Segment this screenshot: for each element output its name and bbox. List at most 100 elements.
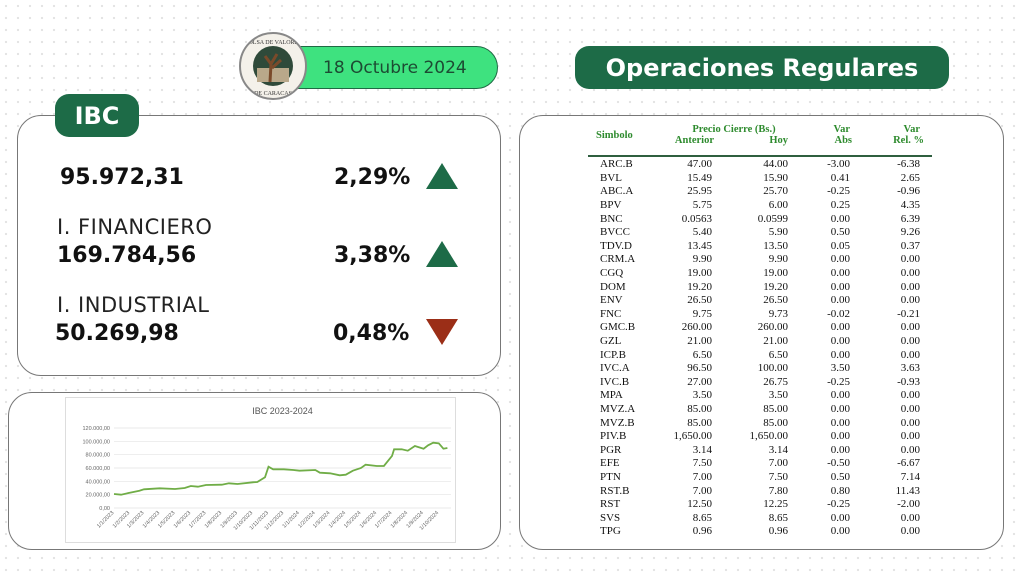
cell-rel: 0.00 [900,335,920,348]
cell-sym: TPG [600,525,621,538]
cell-today: 8.65 [768,511,788,524]
cell-rel: 2.65 [900,171,920,184]
table-row: MVZ.A 85.00 85.00 0.00 0.00 [588,403,924,417]
bolsa-de-valores-logo: BOLSA DE VALORES DE CARACAS [239,32,307,100]
cell-prev: 85.00 [687,402,712,415]
cell-rel: 0.00 [900,430,920,443]
table-row: ABC.A 25.95 25.70 -0.25 -0.96 [588,185,924,199]
cell-today: 7.00 [768,457,788,470]
cell-abs: 0.05 [830,239,850,252]
cell-abs: 0.00 [830,280,850,293]
y-tick-label: 100.000,00 [82,439,110,445]
cell-abs: 0.00 [830,525,850,538]
cell-today: 7.50 [768,470,788,483]
operations-table: Simbolo Precio Cierre (Bs.) Var Var Ante… [588,124,924,539]
y-tick-label: 40.000,00 [86,479,110,485]
cell-sym: IVC.A [600,362,630,375]
cell-sym: RST [600,498,621,511]
cell-today: 15.90 [763,171,788,184]
industrial-change: 0,48% [333,321,410,346]
table-row: CRM.A 9.90 9.90 0.00 0.00 [588,253,924,267]
cell-rel: -2.00 [897,498,920,511]
cell-rel: 0.00 [900,389,920,402]
cell-prev: 19.00 [687,267,712,280]
cell-rel: -0.96 [897,185,920,198]
cell-rel: 9.26 [900,226,920,239]
cell-rel: -0.93 [897,375,920,388]
cell-today: 0.0599 [757,212,788,225]
cell-rel: 0.00 [900,402,920,415]
cell-rel: 0.00 [900,525,920,538]
date-badge: 18 Octubre 2024 [292,46,498,89]
cell-abs: -0.02 [827,307,850,320]
cell-today: 19.20 [763,280,788,293]
industrial-value: 50.269,98 [55,321,179,346]
table-row: TPG 0.96 0.96 0.00 0.00 [588,525,924,539]
cell-sym: DOM [600,280,626,293]
cell-abs: 0.50 [830,226,850,239]
cell-today: 260.00 [757,321,788,334]
cell-today: 19.00 [763,267,788,280]
cell-today: 1,650.00 [749,430,789,443]
cell-sym: MPA [600,389,623,402]
operations-table-panel [519,115,1004,550]
cell-abs: 0.00 [830,511,850,524]
cell-abs: 0.00 [830,321,850,334]
svg-text:DE CARACAS: DE CARACAS [254,91,292,97]
financiero-value: 169.784,56 [57,243,197,268]
cell-sym: PGR [600,443,622,456]
table-row: SVS 8.65 8.65 0.00 0.00 [588,511,924,525]
cell-prev: 25.95 [687,185,712,198]
ibc-chart: IBC 2023-2024 0,00 20.000,00 40.000,00 60.00… [65,397,456,543]
cell-sym: CGQ [600,267,624,280]
table-row: FNC 9.75 9.73 -0.02 -0.21 [588,308,924,322]
cell-sym: FNC [600,307,622,320]
header-divider [588,155,932,157]
table-row: PTN 7.00 7.50 0.50 7.14 [588,471,924,485]
cell-prev: 9.75 [692,307,712,320]
cell-sym: MVZ.A [600,402,636,415]
cell-today: 44.00 [763,158,788,171]
table-row: BNC 0.0563 0.0599 0.00 6.39 [588,212,924,226]
cell-today: 3.14 [768,443,788,456]
cell-rel: 0.00 [900,348,920,361]
cell-abs: 0.00 [830,212,850,225]
cell-today: 9.73 [768,307,788,320]
cell-prev: 7.00 [692,484,712,497]
cell-rel: 0.00 [900,294,920,307]
table-row: ARC.B 47.00 44.00 -3.00 -6.38 [588,158,924,172]
cell-today: 26.75 [763,375,788,388]
cell-abs: 0.00 [830,253,850,266]
cell-rel: 0.00 [900,280,920,293]
col-var-rel: Var [903,124,920,135]
cell-prev: 3.50 [692,389,712,402]
cell-sym: BPV [600,199,622,212]
cell-rel: 0.37 [900,239,920,252]
cell-today: 9.90 [768,253,788,266]
table-row: DOM 19.20 19.20 0.00 0.00 [588,280,924,294]
y-tick-label: 60.000,00 [86,466,110,472]
cell-rel: -6.67 [897,457,920,470]
cell-rel: 11.43 [895,484,920,497]
table-row: BPV 5.75 6.00 0.25 4.35 [588,199,924,213]
cell-sym: SVS [600,511,621,524]
cell-sym: ARC.B [600,158,633,171]
table-row: MVZ.B 85.00 85.00 0.00 0.00 [588,416,924,430]
col-var-abs-2: Abs [834,135,852,146]
cell-rel: -6.38 [897,158,920,171]
cell-abs: 0.00 [830,267,850,280]
cell-rel: -0.21 [897,307,920,320]
cell-sym: BNC [600,212,623,225]
cell-rel: 0.00 [900,253,920,266]
cell-rel: 7.14 [900,470,920,483]
ibc-badge: IBC [55,94,139,137]
cell-rel: 4.35 [900,199,920,212]
col-previous: Anterior [674,135,714,146]
cell-prev: 26.50 [687,294,712,307]
cell-prev: 1,650.00 [673,430,713,443]
cell-today: 85.00 [763,402,788,415]
table-row: BVCC 5.40 5.90 0.50 9.26 [588,226,924,240]
cell-prev: 12.50 [687,498,712,511]
table-row: EFE 7.50 7.00 -0.50 -6.67 [588,457,924,471]
cell-abs: 0.00 [830,430,850,443]
